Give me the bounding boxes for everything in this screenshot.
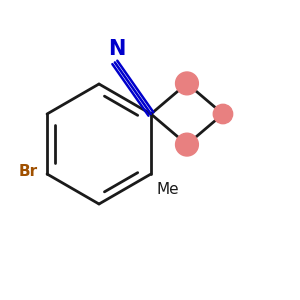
Circle shape (176, 133, 198, 156)
Text: Br: Br (19, 164, 38, 178)
Circle shape (176, 72, 198, 95)
Circle shape (213, 104, 233, 124)
Text: N: N (108, 39, 125, 59)
Text: Me: Me (157, 182, 180, 196)
